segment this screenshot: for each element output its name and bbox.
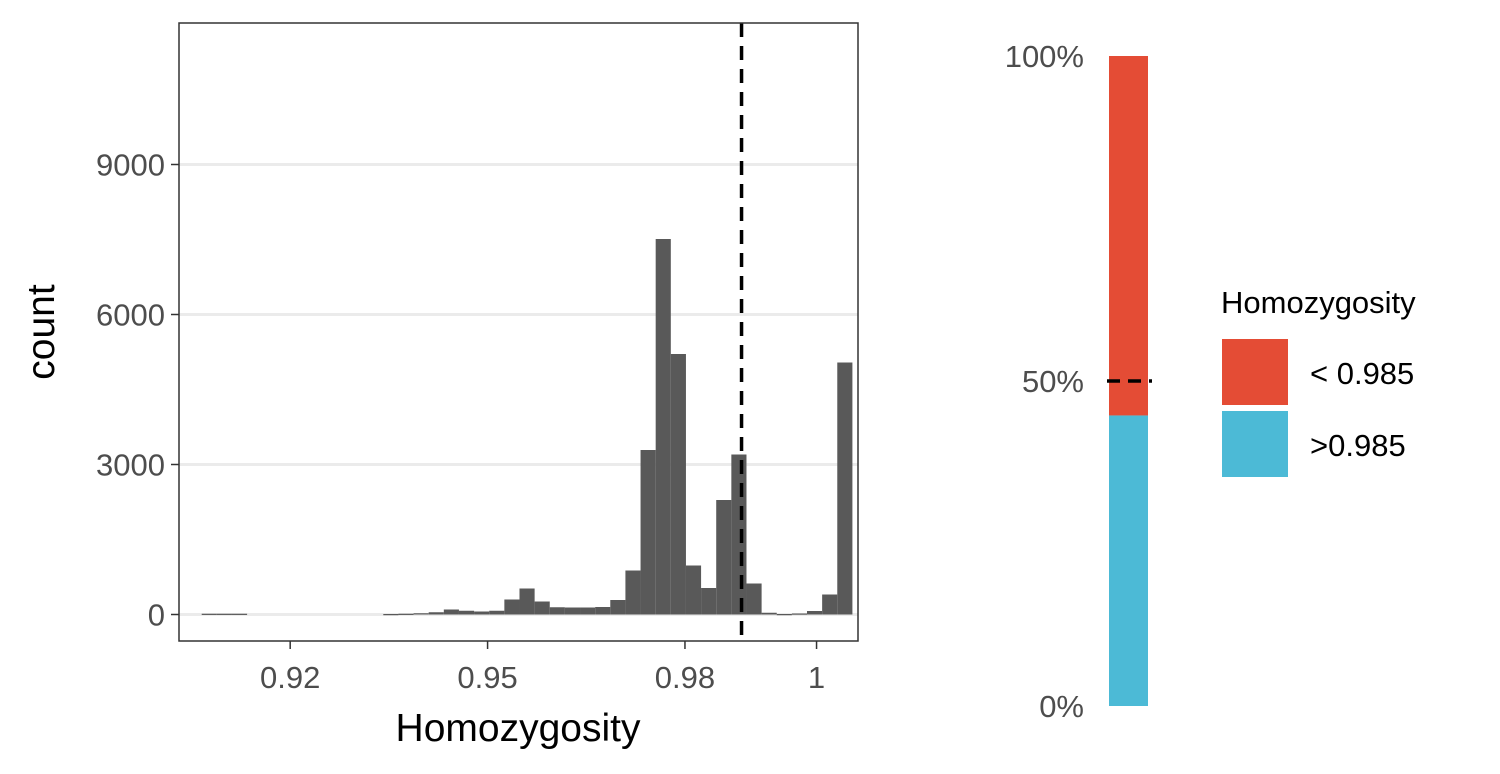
histogram-bar xyxy=(761,612,777,615)
x-tick-label: 0.95 xyxy=(457,660,517,695)
legend-label: >0.985 xyxy=(1310,428,1406,463)
histogram-bar xyxy=(640,450,656,615)
histogram-bar xyxy=(746,583,762,615)
histogram-bar xyxy=(776,614,792,616)
histogram-y-axis: 0 3000 6000 9000 xyxy=(96,148,179,633)
legend: Homozygosity < 0.985 >0.985 xyxy=(1221,285,1416,477)
histogram-bar xyxy=(731,454,747,615)
histogram-bar xyxy=(625,570,641,615)
y-tick-label: 3000 xyxy=(96,448,165,483)
proportion-tick-label: 50% xyxy=(1022,364,1084,399)
y-tick-label: 0 xyxy=(148,598,165,633)
histogram-bar xyxy=(822,594,838,615)
y-tick-label: 6000 xyxy=(96,298,165,333)
histogram-bar xyxy=(670,354,686,615)
histogram-bar xyxy=(564,607,581,615)
y-tick-label: 9000 xyxy=(96,148,165,183)
proportion-segment xyxy=(1109,56,1148,416)
histogram-panel-border xyxy=(178,22,859,642)
histogram-bar xyxy=(413,613,429,615)
legend-label: < 0.985 xyxy=(1310,356,1414,391)
histogram-plot-background xyxy=(179,23,858,641)
histogram-bars xyxy=(201,239,853,616)
x-tick-label: 0.98 xyxy=(655,660,715,695)
x-tick-label: 1 xyxy=(808,660,825,695)
histogram-panel: 0 3000 6000 9000 0.92 0.95 0.98 1 Homozygosity… xyxy=(20,22,859,750)
legend-swatch xyxy=(1222,339,1288,405)
histogram-bar xyxy=(549,607,565,615)
histogram-x-axis: 0.92 0.95 0.98 1 xyxy=(260,641,825,695)
histogram-bar xyxy=(580,607,596,615)
histogram-bar xyxy=(610,600,626,615)
histogram-bar xyxy=(807,611,823,615)
histogram-bar xyxy=(595,607,611,615)
histogram-bar xyxy=(504,599,520,615)
proportion-bars xyxy=(1109,56,1148,706)
proportion-segment xyxy=(1109,415,1148,706)
legend-swatch xyxy=(1222,411,1288,477)
x-tick-label: 0.92 xyxy=(260,660,320,695)
histogram-bar xyxy=(398,613,414,615)
histogram-bar xyxy=(201,613,217,615)
histogram-bar xyxy=(701,588,717,615)
histogram-bar xyxy=(837,362,853,615)
histogram-bar xyxy=(428,612,444,615)
histogram-bar xyxy=(489,610,505,615)
histogram-bar xyxy=(791,613,808,615)
legend-title: Homozygosity xyxy=(1221,285,1416,320)
histogram-bar xyxy=(685,565,702,615)
histogram-bar xyxy=(716,500,732,615)
histogram-bar xyxy=(519,588,535,615)
histogram-bar xyxy=(443,609,459,615)
histogram-bar xyxy=(534,601,550,615)
histogram-bar xyxy=(458,610,475,615)
y-axis-title: count xyxy=(20,284,63,380)
histogram-bar xyxy=(474,611,490,615)
x-axis-title: Homozygosity xyxy=(396,707,641,750)
proportion-panel: 0% 50% 100% xyxy=(1005,39,1152,724)
proportion-tick-label: 100% xyxy=(1005,39,1084,74)
histogram-bar xyxy=(383,614,399,616)
legend-items: < 0.985 >0.985 xyxy=(1222,339,1414,477)
histogram-bar xyxy=(231,613,248,615)
histogram-bar xyxy=(216,613,232,615)
histogram-bar xyxy=(655,239,671,615)
proportion-tick-label: 0% xyxy=(1039,689,1084,724)
proportion-y-axis: 0% 50% 100% xyxy=(1005,39,1084,724)
